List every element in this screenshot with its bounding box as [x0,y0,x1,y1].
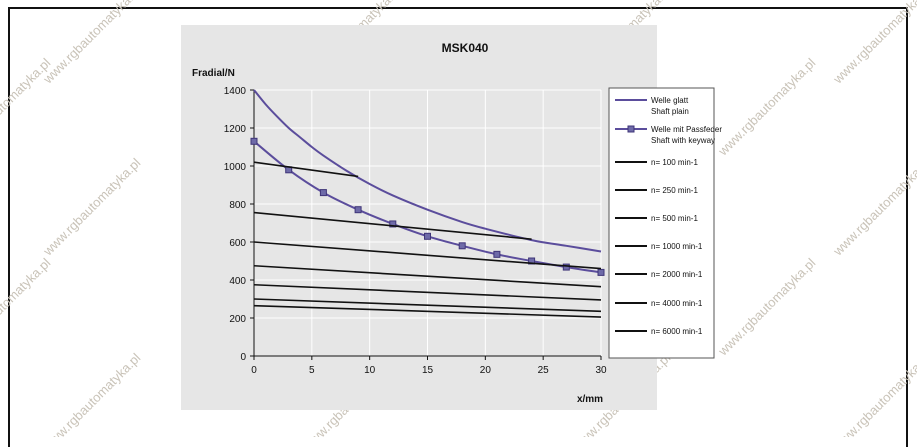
legend-label-0: Shaft plain [651,107,689,116]
x-axis-label: x/mm [577,394,603,405]
series-line-0 [253,89,602,253]
series-line-4 [253,241,602,270]
x-tick-label: 5 [309,365,315,376]
watermark-text: www.rgbautomatyka.pl [830,155,917,259]
series-line-7 [253,298,602,313]
watermark-text: www.rgbautomatyka.pl [40,350,144,437]
data-point-marker [562,263,570,271]
data-point-marker [354,206,362,214]
watermark-text: www.rgbautomatyka.pl [830,350,917,437]
series-line-2 [253,161,359,178]
x-tick-label: 15 [422,365,434,376]
watermark-text: www.rgbautomatyka.pl [830,0,917,87]
series-line-8 [253,304,602,318]
series-line-6 [253,283,602,301]
legend-label-8: n= 6000 min-1 [651,327,703,336]
data-point-marker [250,137,258,145]
legend-label-7: n= 4000 min-1 [651,299,703,308]
data-point-marker [493,250,501,258]
legend-box [608,87,715,359]
y-tick-label: 800 [229,200,246,211]
legend-label-3: n= 250 min-1 [651,186,698,195]
data-point-marker [319,189,327,197]
series-line-5 [253,264,602,288]
x-tick-label: 30 [595,365,607,376]
series-line-3 [253,211,532,240]
legend-label-5: n= 1000 min-1 [651,242,703,251]
series-layer [250,89,605,318]
gridlines [254,89,602,356]
data-point-marker [597,268,605,276]
x-tick-label: 10 [364,365,376,376]
tick-labels: 0 200 400 600 800 1000 1200 1400 0 5 10 15 20 25 30 [224,86,607,376]
y-tick-label: 600 [229,238,246,249]
watermark-text: www.rgbautomatyka.pl [715,55,819,159]
watermark-text: www.rgbautomatyka.pl [715,255,819,359]
figure-frame [8,7,908,447]
data-point-marker [424,232,431,240]
x-tick-label: 20 [480,365,492,376]
y-tick-label: 400 [229,276,246,287]
watermark-text: www.rgbautomatyka.pl [40,155,144,259]
chart: www.rgbautomatyka.pl www.rgbautomatyka.pl… [0,0,917,437]
legend-marker-1 [627,125,635,133]
legend-label-1: Shaft with keyway [651,136,715,145]
y-tick-label: 200 [229,314,246,325]
legend-label-4: n= 500 min-1 [651,214,698,223]
watermark-text: www.rgbautomatyka.pl [0,255,53,359]
y-tick-label: 1400 [224,86,247,97]
watermark-text: www.rgbautomatyka.pl [40,0,144,87]
y-tick-label: 0 [240,352,246,363]
legend: Welle glatt Shaft plain Welle mit Passfede… [608,87,722,359]
legend-label-0: Welle glatt [651,96,689,105]
data-point-marker [458,242,466,250]
y-tick-label: 1200 [224,124,247,135]
chart-area-background [181,25,657,410]
legend-label-1: Welle mit Passfeder [651,125,722,134]
chart-title: MSK040 [442,41,489,55]
legend-label-2: n= 100 min-1 [651,158,698,167]
y-tick-label: 1000 [224,162,247,173]
data-point-marker [389,220,397,228]
legend-label-6: n= 2000 min-1 [651,270,703,279]
y-axis-label: Fradial/N [192,68,235,79]
x-tick-label: 0 [251,365,257,376]
watermark-text: www.rgbautomatyka.pl [0,55,53,159]
x-tick-label: 25 [538,365,550,376]
